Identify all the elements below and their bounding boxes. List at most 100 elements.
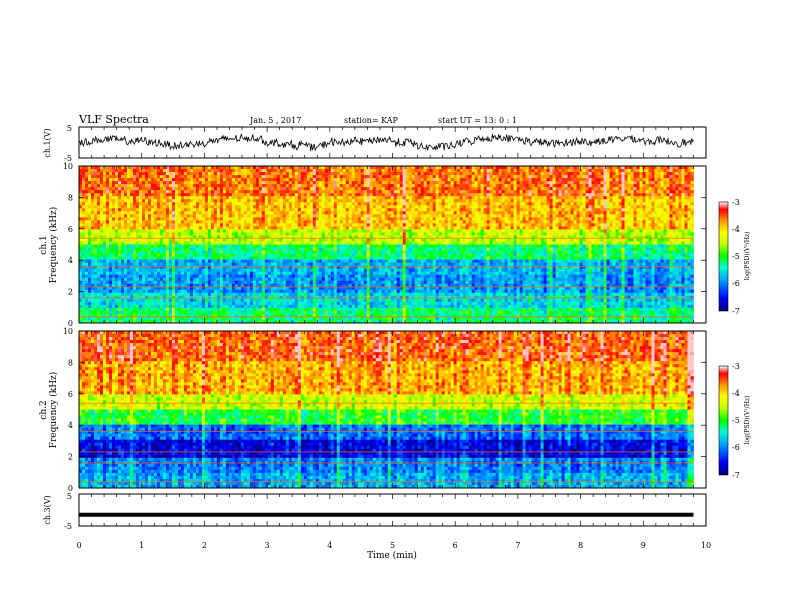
spectrogram-cell — [561, 184, 565, 188]
spectrogram-cell — [489, 172, 494, 176]
spectrogram-cell — [477, 223, 482, 227]
spectrogram-cell — [684, 178, 688, 182]
spectrogram-cell — [306, 202, 311, 206]
spectrogram-cell — [567, 172, 571, 176]
spectrogram-cell — [264, 214, 269, 218]
spectrogram-cell — [282, 196, 287, 200]
spectrogram-cell — [297, 196, 302, 200]
spectrogram-cell — [312, 196, 317, 200]
spectrogram-cell — [441, 196, 446, 200]
spectrogram-cell — [390, 220, 395, 224]
spectrogram-cell — [291, 211, 296, 215]
spectrogram-cell — [552, 187, 556, 191]
spectrogram-cell — [405, 235, 410, 239]
spectrogram-cell — [426, 172, 431, 176]
spectrogram-cell — [108, 190, 113, 194]
spectrogram-cell — [432, 208, 437, 212]
spectrogram-cell — [372, 166, 377, 170]
spectrogram-cell — [663, 226, 667, 230]
spectrogram-cell — [105, 172, 110, 176]
spectrogram-cell — [549, 205, 553, 209]
spectrogram-cell — [411, 226, 416, 230]
spectrogram-cell — [600, 193, 604, 197]
spectrogram-cell — [105, 187, 110, 191]
spectrogram-cell — [177, 226, 182, 230]
spectrogram-cell — [84, 208, 89, 212]
spectrogram-cell — [210, 208, 215, 212]
spectrogram-cell — [666, 196, 670, 200]
spectrogram-cell — [609, 220, 613, 224]
spectrogram-cell — [198, 184, 203, 188]
spectrogram-cell — [639, 205, 643, 209]
figure-title: VLF Spectra — [78, 113, 149, 126]
spectrogram-cell — [504, 166, 509, 170]
spectrogram-cell — [165, 226, 170, 230]
spectrogram-cell — [132, 178, 137, 182]
spectrogram-cell — [495, 199, 500, 203]
spectrogram-cell — [351, 166, 356, 170]
spectrogram-cell — [114, 223, 119, 227]
spectrogram-cell — [663, 211, 667, 215]
spectrogram-cell — [351, 196, 356, 200]
spectrogram-cell — [204, 223, 209, 227]
spectrogram-cell — [108, 184, 113, 188]
spectrogram-cell — [279, 214, 284, 218]
spectrogram-cell — [297, 232, 302, 236]
spectrogram-cell — [342, 235, 347, 239]
spectrogram-cell — [642, 205, 646, 209]
spectrogram-cell — [681, 187, 685, 191]
spectrogram-cell — [570, 226, 574, 230]
spectrogram-cell — [360, 178, 365, 182]
spectrogram-cell — [474, 196, 479, 200]
spectrogram-cell — [636, 211, 640, 215]
spectrogram-cell — [147, 229, 152, 233]
spectrogram-cell — [255, 217, 260, 221]
spectrogram-cell — [501, 202, 506, 206]
spectrogram-cell — [153, 208, 158, 212]
spectrogram-cell — [123, 208, 128, 212]
spectrogram-cell — [420, 181, 425, 185]
spectrogram-cell — [327, 217, 332, 221]
spectrogram-cell — [474, 211, 479, 215]
spectrogram-cell — [672, 205, 676, 209]
spectrogram-cell — [396, 214, 401, 218]
spectrogram-cell — [462, 169, 467, 173]
spectrogram-cell — [189, 226, 194, 230]
spectrogram-cell — [591, 211, 595, 215]
spectrogram-cell — [144, 172, 149, 176]
spectrogram-cell — [633, 166, 637, 170]
spectrogram-cell — [132, 181, 137, 185]
spectrogram-cell — [342, 187, 347, 191]
spectrogram-cell — [288, 205, 293, 209]
spectrogram-cell — [219, 211, 224, 215]
spectrogram-cell — [342, 184, 347, 188]
spectrogram-cell — [681, 211, 685, 215]
spectrogram-cell — [501, 175, 506, 179]
spectrogram-cell — [273, 178, 278, 182]
spectrogram-cell — [522, 190, 527, 194]
spectrogram-cell — [678, 205, 682, 209]
spectrogram-cell — [129, 235, 134, 239]
ch1-waveform-line — [78, 132, 694, 152]
spectrogram-cell — [513, 229, 518, 233]
spectrogram-cell — [345, 235, 350, 239]
spectrogram-cell — [519, 175, 524, 179]
spectrogram-cell — [345, 193, 350, 197]
spectrogram-cell — [672, 181, 676, 185]
spectrogram-cell — [249, 172, 254, 176]
spectrogram-cell — [450, 181, 455, 185]
spectrogram-cell — [660, 181, 664, 185]
spectrogram-cell — [642, 223, 646, 227]
spectrogram-cell — [399, 190, 404, 194]
spectrogram-cell — [333, 169, 338, 173]
spectrogram-cell — [348, 172, 353, 176]
spectrogram-cell — [660, 196, 664, 200]
spectrogram-cell — [204, 187, 209, 191]
spectrogram-cell — [537, 166, 541, 170]
spectrogram-cell — [153, 220, 158, 224]
spectrogram-cell — [276, 184, 281, 188]
spectrogram-cell — [570, 214, 574, 218]
spectrogram-cell — [129, 211, 134, 215]
spectrogram-cell — [252, 181, 257, 185]
spectrogram-cell — [507, 193, 512, 197]
